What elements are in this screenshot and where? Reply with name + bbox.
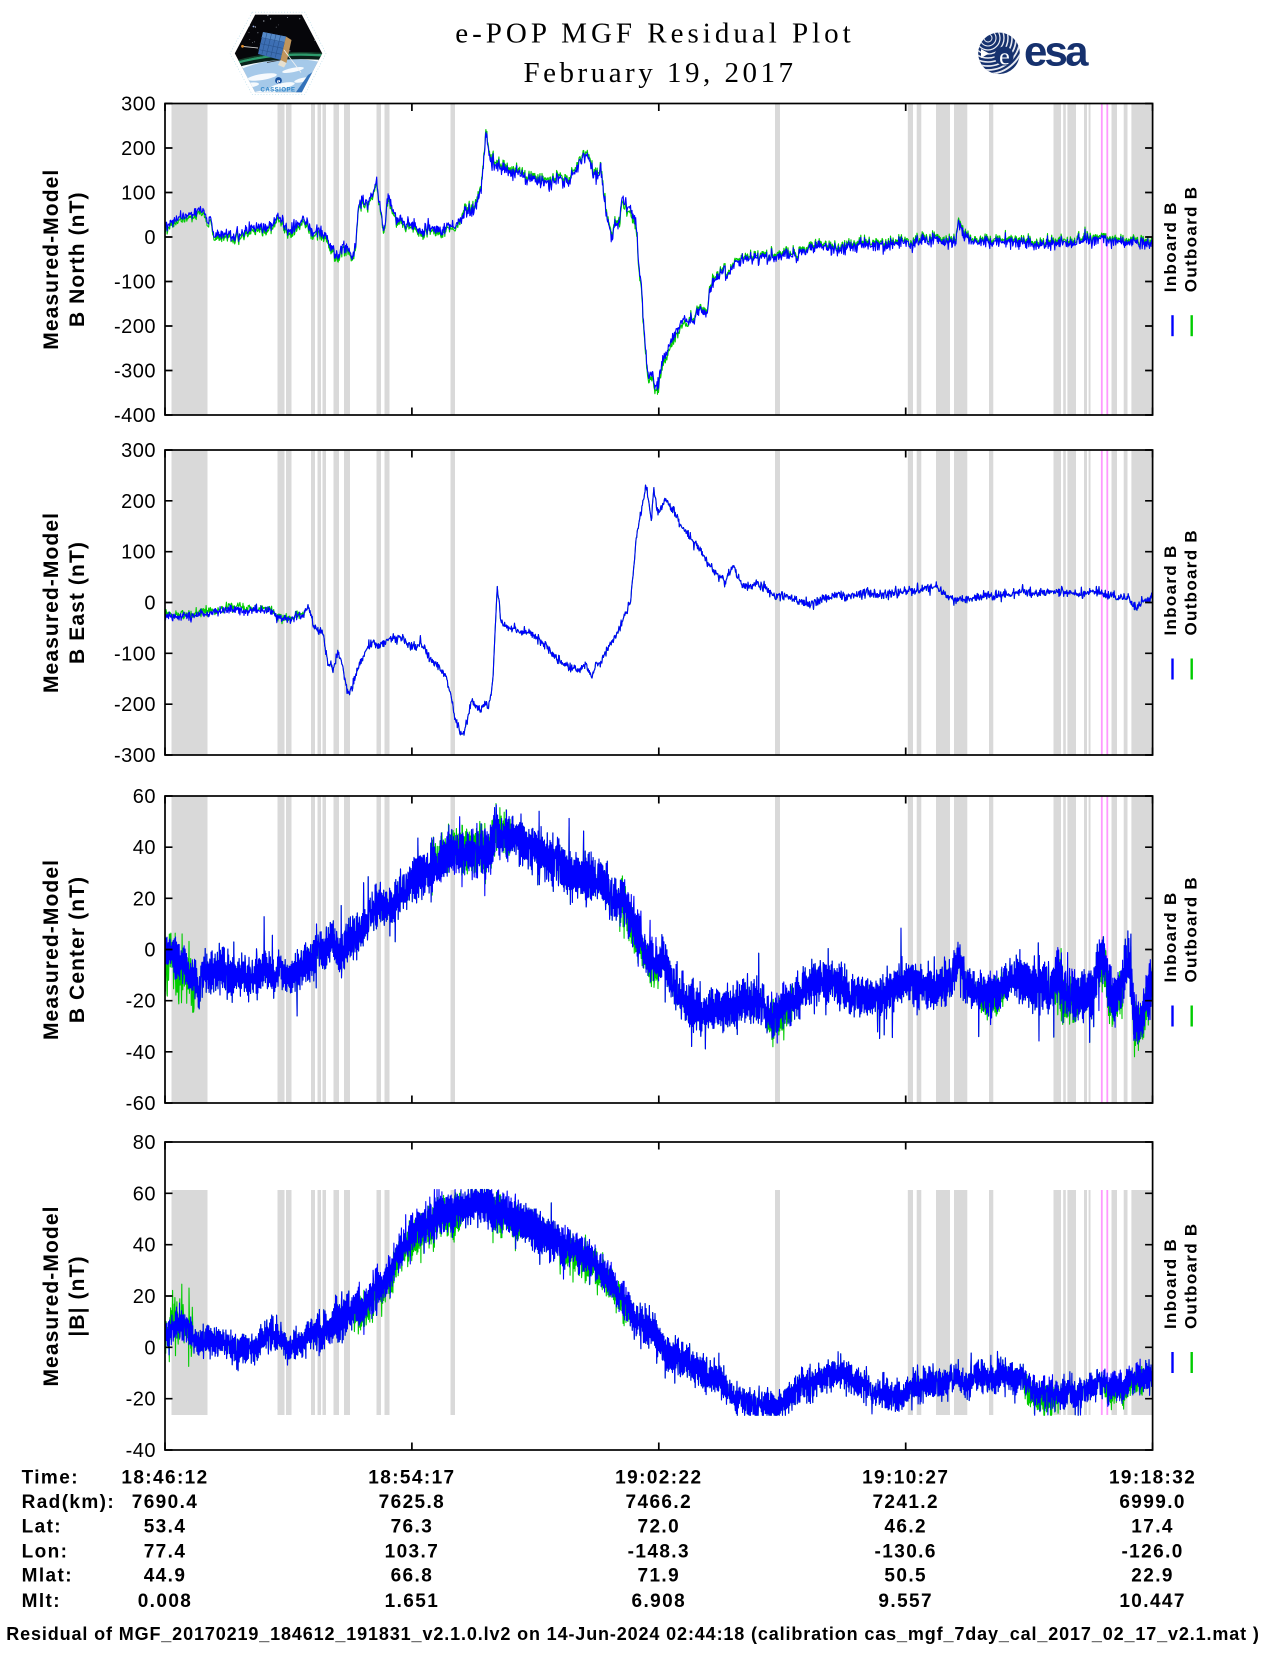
svg-text:e-POP MGF Residual Plot: e-POP MGF Residual Plot <box>455 18 855 50</box>
svg-text:18:54:17: 18:54:17 <box>368 1468 455 1489</box>
svg-text:Mlat:: Mlat: <box>22 1566 73 1587</box>
svg-text:40: 40 <box>133 1235 156 1257</box>
svg-text:7466.2: 7466.2 <box>626 1492 693 1513</box>
svg-text:Measured-Model: Measured-Model <box>40 169 63 350</box>
svg-text:200: 200 <box>121 491 156 513</box>
svg-text:19:10:27: 19:10:27 <box>862 1468 949 1489</box>
svg-text:|B| (nT): |B| (nT) <box>66 1255 89 1336</box>
svg-text:-300: -300 <box>114 745 156 767</box>
svg-text:-200: -200 <box>114 316 156 338</box>
svg-text:0: 0 <box>144 1337 156 1359</box>
svg-text:-100: -100 <box>114 643 156 665</box>
svg-text:22.9: 22.9 <box>1131 1566 1174 1587</box>
svg-text:Lon:: Lon: <box>22 1541 69 1562</box>
svg-text:e: e <box>277 76 281 85</box>
svg-text:Outboard B: Outboard B <box>1182 876 1201 983</box>
svg-text:0.008: 0.008 <box>138 1591 193 1612</box>
svg-text:100: 100 <box>121 542 156 564</box>
svg-text:February 19, 2017: February 19, 2017 <box>524 57 797 89</box>
svg-text:60: 60 <box>133 1183 156 1205</box>
svg-text:-40: -40 <box>126 1042 156 1064</box>
svg-text:Residual of MGF_20170219_18461: Residual of MGF_20170219_184612_191831_v… <box>6 1624 1259 1644</box>
svg-text:44.9: 44.9 <box>144 1566 187 1587</box>
svg-text:300: 300 <box>121 94 156 116</box>
svg-text:Inboard B: Inboard B <box>1161 201 1180 292</box>
svg-text:Mlt:: Mlt: <box>22 1591 61 1612</box>
svg-text:esa: esa <box>1024 28 1089 75</box>
svg-text:-130.6: -130.6 <box>875 1541 937 1562</box>
svg-text:50.5: 50.5 <box>884 1566 927 1587</box>
svg-text:40: 40 <box>133 837 156 859</box>
svg-text:Rad(km):: Rad(km): <box>22 1492 116 1513</box>
svg-text:200: 200 <box>121 138 156 160</box>
svg-text:19:02:22: 19:02:22 <box>615 1468 702 1489</box>
svg-text:B East (nT): B East (nT) <box>66 541 89 664</box>
svg-text:Measured-Model: Measured-Model <box>40 512 63 693</box>
svg-text:Outboard B: Outboard B <box>1182 1223 1201 1330</box>
svg-text:17.4: 17.4 <box>1131 1517 1174 1538</box>
svg-text:53.4: 53.4 <box>144 1517 187 1538</box>
svg-text:66.8: 66.8 <box>391 1566 434 1587</box>
svg-text:-100: -100 <box>114 272 156 294</box>
svg-text:1.651: 1.651 <box>385 1591 440 1612</box>
svg-text:72.0: 72.0 <box>638 1517 681 1538</box>
svg-text:10.447: 10.447 <box>1119 1591 1186 1612</box>
svg-text:7241.2: 7241.2 <box>872 1492 939 1513</box>
svg-text:80: 80 <box>133 1132 156 1154</box>
svg-text:0: 0 <box>144 593 156 615</box>
svg-text:60: 60 <box>133 786 156 808</box>
svg-text:18:46:12: 18:46:12 <box>121 1468 208 1489</box>
svg-text:100: 100 <box>121 183 156 205</box>
svg-text:0: 0 <box>144 227 156 249</box>
svg-text:-60: -60 <box>126 1093 156 1115</box>
svg-text:7625.8: 7625.8 <box>379 1492 446 1513</box>
svg-text:B Center (nT): B Center (nT) <box>66 876 89 1023</box>
svg-text:Time:: Time: <box>22 1468 79 1489</box>
svg-text:9.557: 9.557 <box>878 1591 933 1612</box>
svg-text:71.9: 71.9 <box>638 1566 681 1587</box>
svg-text:-40: -40 <box>126 1440 156 1462</box>
svg-text:6.908: 6.908 <box>632 1591 687 1612</box>
svg-text:77.4: 77.4 <box>144 1541 187 1562</box>
svg-text:46.2: 46.2 <box>884 1517 927 1538</box>
svg-text:300: 300 <box>121 440 156 462</box>
svg-text:-300: -300 <box>114 361 156 383</box>
svg-text:Outboard B: Outboard B <box>1182 529 1201 636</box>
svg-text:20: 20 <box>133 888 156 910</box>
svg-text:-126.0: -126.0 <box>1121 1541 1183 1562</box>
svg-text:e: e <box>999 45 1010 71</box>
svg-text:7690.4: 7690.4 <box>132 1492 199 1513</box>
svg-text:6999.0: 6999.0 <box>1119 1492 1186 1513</box>
svg-text:-400: -400 <box>114 405 156 427</box>
svg-text:Inboard B: Inboard B <box>1161 544 1180 635</box>
svg-text:76.3: 76.3 <box>391 1517 434 1538</box>
svg-text:19:18:32: 19:18:32 <box>1109 1468 1196 1489</box>
svg-text:0: 0 <box>144 940 156 962</box>
svg-text:Lat:: Lat: <box>22 1517 62 1538</box>
svg-text:Inboard B: Inboard B <box>1161 891 1180 982</box>
svg-text:B North (nT): B North (nT) <box>66 191 89 327</box>
svg-text:103.7: 103.7 <box>385 1541 440 1562</box>
svg-text:-148.3: -148.3 <box>628 1541 690 1562</box>
svg-text:-200: -200 <box>114 694 156 716</box>
svg-text:Measured-Model: Measured-Model <box>40 859 63 1040</box>
svg-text:20: 20 <box>133 1286 156 1308</box>
svg-text:-20: -20 <box>126 991 156 1013</box>
svg-text:Measured-Model: Measured-Model <box>40 1205 63 1386</box>
svg-text:Inboard B: Inboard B <box>1161 1238 1180 1329</box>
svg-text:CASSIOPE: CASSIOPE <box>260 88 295 94</box>
svg-text:Outboard B: Outboard B <box>1182 186 1201 293</box>
svg-text:-20: -20 <box>126 1389 156 1411</box>
